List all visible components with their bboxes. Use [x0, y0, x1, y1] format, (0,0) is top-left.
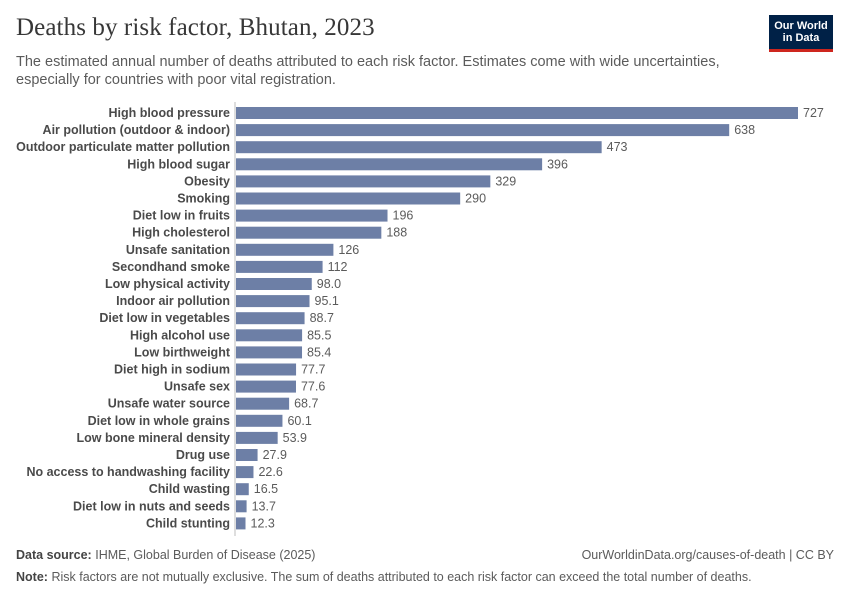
category-label: High alcohol use	[130, 328, 230, 342]
value-label: 60.1	[287, 414, 311, 428]
bar[interactable]	[236, 209, 388, 222]
category-label: Drug use	[176, 448, 230, 462]
bar[interactable]	[236, 192, 461, 205]
bar[interactable]	[236, 141, 602, 154]
category-label: Air pollution (outdoor & indoor)	[43, 123, 230, 137]
category-label: High cholesterol	[132, 226, 230, 240]
category-label: Secondhand smoke	[112, 260, 230, 274]
logo-line-1: Our World	[774, 20, 828, 32]
category-label: Unsafe water source	[108, 397, 230, 411]
bar[interactable]	[236, 380, 296, 393]
bar[interactable]	[236, 346, 303, 359]
value-label: 88.7	[310, 311, 334, 325]
footer-source-row: Data source: IHME, Global Burden of Dise…	[16, 548, 834, 562]
bar[interactable]	[236, 449, 258, 461]
chart-title: Deaths by risk factor, Bhutan, 2023	[16, 14, 375, 41]
value-label: 12.3	[251, 516, 275, 530]
source-text[interactable]: IHME, Global Burden of Disease (2025)	[95, 548, 316, 562]
category-label: Diet low in fruits	[133, 209, 230, 223]
category-label: High blood sugar	[127, 157, 230, 171]
bar[interactable]	[236, 312, 305, 325]
category-label: Indoor air pollution	[116, 294, 230, 308]
value-label: 188	[386, 226, 407, 240]
bar[interactable]	[236, 124, 730, 137]
category-label: Diet low in whole grains	[88, 414, 230, 428]
value-label: 85.5	[307, 328, 331, 342]
category-label: Low bone mineral density	[77, 431, 231, 445]
value-label: 68.7	[294, 397, 318, 411]
bar[interactable]	[236, 175, 491, 188]
value-label: 473	[607, 140, 628, 154]
category-label: Diet high in sodium	[114, 363, 230, 377]
value-label: 53.9	[283, 431, 307, 445]
category-label: Child stunting	[146, 516, 230, 530]
value-label: 329	[495, 174, 516, 188]
footer-note-row: Note: Risk factors are not mutually excl…	[16, 570, 834, 584]
bar[interactable]	[236, 243, 334, 256]
category-label: Diet low in nuts and seeds	[73, 499, 230, 513]
note-text: Risk factors are not mutually exclusive.…	[51, 570, 752, 584]
logo-line-2: in Data	[782, 32, 820, 44]
bar[interactable]	[236, 278, 312, 290]
category-label: Diet low in vegetables	[99, 311, 230, 325]
bar[interactable]	[236, 363, 297, 376]
value-label: 22.6	[258, 465, 282, 479]
category-label: Unsafe sex	[164, 380, 230, 394]
value-label: 638	[734, 123, 755, 137]
value-label: 77.7	[301, 363, 325, 377]
bar[interactable]	[236, 431, 278, 444]
value-label: 98.0	[317, 277, 341, 291]
bar[interactable]	[236, 397, 290, 410]
bar[interactable]	[236, 158, 543, 171]
value-label: 727	[803, 106, 824, 120]
bar[interactable]	[236, 466, 254, 479]
category-label: Unsafe sanitation	[126, 243, 230, 257]
bar[interactable]	[236, 414, 283, 427]
value-label: 112	[328, 260, 348, 274]
category-label: Obesity	[184, 174, 230, 188]
bar[interactable]	[236, 295, 310, 308]
value-label: 95.1	[315, 294, 339, 308]
value-label: 290	[465, 192, 486, 206]
bar[interactable]	[236, 329, 303, 342]
category-label: Low physical activity	[105, 277, 230, 291]
value-label: 85.4	[307, 345, 331, 359]
value-label: 396	[547, 157, 568, 171]
value-label: 77.6	[301, 380, 325, 394]
value-label: 126	[338, 243, 359, 257]
value-label: 16.5	[254, 482, 278, 496]
value-label: 13.7	[252, 499, 276, 513]
chart-subtitle: The estimated annual number of deaths at…	[16, 54, 720, 88]
category-label: High blood pressure	[108, 106, 230, 120]
bar[interactable]	[236, 226, 382, 239]
value-label: 196	[393, 209, 414, 223]
bar[interactable]	[236, 517, 246, 530]
category-label: Outdoor particulate matter pollution	[16, 140, 230, 154]
category-label: Smoking	[177, 192, 230, 206]
bar[interactable]	[236, 260, 323, 273]
bar-chart: High blood pressure 727 Air pollution (out…	[16, 102, 824, 536]
bar[interactable]	[236, 483, 249, 496]
category-label: No access to handwashing facility	[26, 465, 230, 479]
category-label: Child wasting	[149, 482, 230, 496]
footer-url[interactable]: OurWorldinData.org/causes-of-death | CC …	[581, 548, 834, 562]
bar[interactable]	[236, 107, 798, 119]
bar[interactable]	[236, 500, 247, 513]
value-label: 27.9	[263, 448, 287, 462]
owid-logo[interactable]: Our World in Data	[769, 15, 833, 52]
source-label: Data source:	[16, 548, 92, 562]
note-label: Note:	[16, 570, 48, 584]
category-label: Low birthweight	[134, 345, 231, 359]
